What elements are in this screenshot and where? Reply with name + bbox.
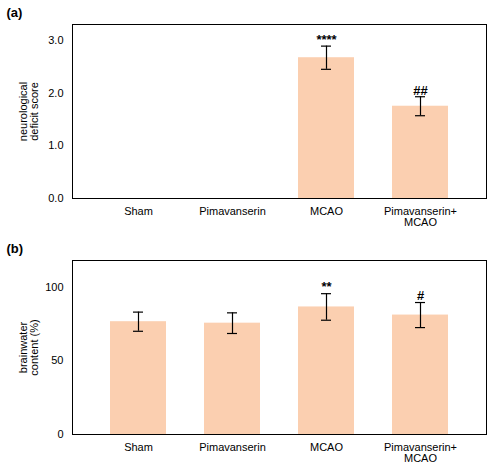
svg-text:MCAO: MCAO (310, 441, 343, 453)
svg-text:1.0: 1.0 (48, 139, 63, 151)
svg-text:(a): (a) (7, 5, 23, 20)
svg-text:50: 50 (51, 354, 63, 366)
svg-text:**: ** (321, 279, 332, 294)
svg-text:brainwatercontent (%): brainwatercontent (%) (17, 319, 40, 375)
svg-text:Pimavanserin: Pimavanserin (199, 205, 266, 217)
svg-text:0: 0 (57, 428, 63, 440)
svg-text:100: 100 (45, 281, 63, 293)
svg-text:3.0: 3.0 (48, 34, 63, 46)
svg-text:neurologicaldeficit score: neurologicaldeficit score (17, 82, 40, 141)
svg-text:(b): (b) (7, 241, 24, 256)
svg-text:MCAO: MCAO (310, 205, 343, 217)
svg-text:****: **** (316, 32, 337, 47)
svg-text:##: ## (413, 83, 428, 98)
svg-text:Pimavanserin+MCAO: Pimavanserin+MCAO (384, 205, 457, 228)
svg-text:Pimavanserin: Pimavanserin (199, 441, 266, 453)
svg-text:0.0: 0.0 (48, 192, 63, 204)
svg-text:2.0: 2.0 (48, 87, 63, 99)
svg-text:#: # (417, 288, 425, 303)
svg-text:Sham: Sham (124, 205, 153, 217)
svg-text:Pimavanserin+MCAO: Pimavanserin+MCAO (384, 441, 457, 464)
svg-text:Sham: Sham (124, 441, 153, 453)
